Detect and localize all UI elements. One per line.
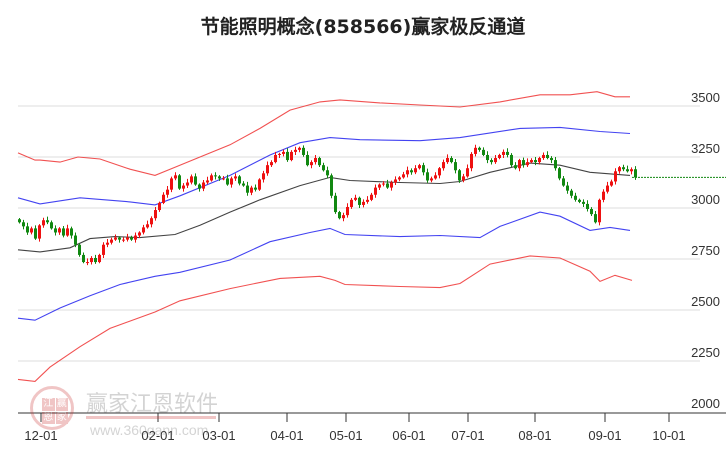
candles	[18, 144, 637, 266]
chart-title: 节能照明概念(858566)赢家极反通道	[200, 16, 526, 38]
inner_upper-line	[17, 126, 631, 206]
grid-lines	[18, 105, 700, 362]
x-tick-label: 05-01	[329, 428, 363, 443]
y-tick-label: 2000	[691, 396, 720, 411]
x-tick-label: 04-01	[270, 428, 304, 443]
y-tick-label: 2750	[691, 243, 720, 258]
x-tick-label: 09-01	[588, 428, 622, 443]
outer_upper-line	[17, 91, 630, 176]
outer_lower-line	[17, 255, 633, 382]
x-tick-label: 06-01	[392, 428, 426, 443]
x-tick-label: 02-01	[141, 428, 175, 443]
channel-bands	[17, 91, 633, 382]
x-tick-label: 03-01	[202, 428, 236, 443]
x-tick-label: 12-01	[24, 428, 58, 443]
y-tick-label: 2500	[691, 294, 720, 309]
inner_lower-line	[17, 211, 631, 321]
x-tick-label: 07-01	[451, 428, 485, 443]
y-tick-label: 3000	[691, 192, 720, 207]
y-tick-label: 2250	[691, 345, 720, 360]
y-tick-label: 3500	[691, 90, 720, 105]
x-tick-label: 08-01	[518, 428, 552, 443]
x-tick-label: 10-01	[652, 428, 686, 443]
x-axis	[18, 412, 726, 422]
y-tick-label: 3250	[691, 141, 720, 156]
